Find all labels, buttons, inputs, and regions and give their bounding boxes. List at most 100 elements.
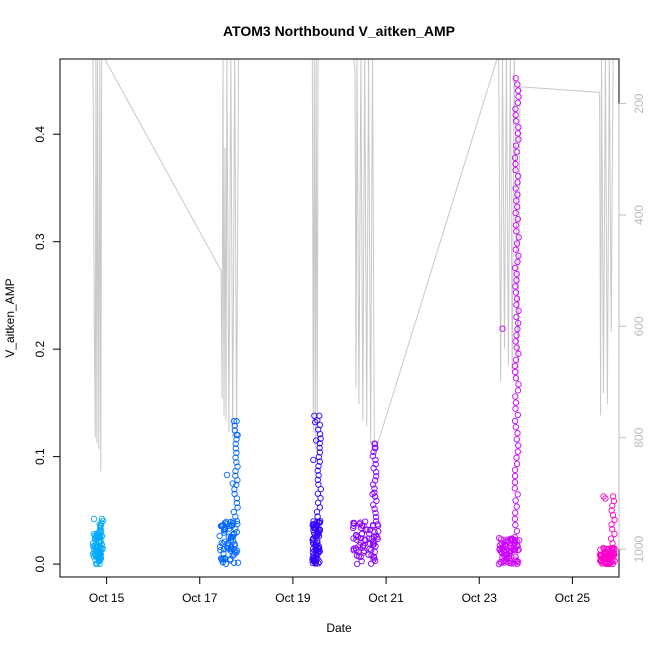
data-point [504,536,511,543]
data-point [511,466,519,474]
data-point [372,509,379,517]
data-point [358,557,365,565]
data-point [374,534,381,541]
data-point [373,473,380,480]
data-point [496,534,503,542]
y-tick-label: 0.3 [33,233,47,250]
data-point [512,118,520,125]
data-point [353,536,360,543]
data-point [515,307,522,314]
x-axis: Oct 15 Oct 17 Oct 19 Oct 21 Oct 23 Oct 25 [89,576,590,605]
data-point [315,472,322,479]
data-point [230,418,238,425]
right-tick-label: 1000 [632,535,646,562]
data-point [515,173,522,180]
data-point [514,387,522,394]
x-axis-label: Date [326,621,352,635]
data-point [98,519,105,526]
data-point [227,556,234,563]
data-point [609,553,616,560]
data-point [314,490,321,497]
data-point [364,526,371,533]
x-tick-label: Oct 19 [275,591,311,605]
data-point [96,521,103,528]
altitude-line [92,59,614,472]
data-point [313,508,321,516]
data-point [602,547,609,554]
data-point [369,491,376,498]
data-point [359,542,367,549]
data-point [512,423,519,431]
data-point [514,203,521,210]
plot-area-frame [59,58,620,578]
data-point [511,417,519,425]
data-point [510,542,518,550]
data-point [234,504,241,511]
data-point [353,560,361,568]
data-point [510,560,518,567]
data-point [222,560,230,567]
series-2 [309,412,324,567]
data-point [511,485,518,492]
data-point [511,264,519,272]
data-point [512,556,519,563]
data-point [92,560,100,568]
data-point [372,460,379,468]
data-point [309,554,317,562]
data-point [514,411,521,419]
data-point [313,437,320,444]
y-axis-left: 0.0 0.1 0.2 0.3 0.4 [33,126,61,572]
data-point [498,559,505,566]
data-point [233,458,240,466]
data-point [512,222,520,229]
data-point [514,326,521,333]
data-point [513,228,520,235]
data-point [361,536,369,543]
data-point [511,472,519,480]
data-point [312,544,320,551]
data-point [514,547,521,554]
data-point [95,554,102,561]
data-point [314,548,322,555]
data-point [514,215,521,223]
data-point [511,154,519,162]
data-point [367,560,375,567]
data-point [508,547,515,554]
data-point [216,532,223,540]
data-point [512,393,519,400]
data-point [512,166,519,174]
data-point [512,142,520,149]
data-point [499,325,506,332]
data-point [223,471,231,479]
scatter-points [89,75,618,568]
data-point [370,448,377,456]
data-point [89,550,97,557]
data-point [514,179,521,186]
data-point [230,508,237,516]
data-point [511,368,519,376]
data-point [512,338,519,345]
data-point [515,124,522,131]
series-5 [596,493,618,568]
data-point [355,548,362,556]
data-point [316,449,324,456]
right-tick-label: 400 [632,205,646,225]
data-point [512,399,520,406]
data-point [604,552,612,559]
x-tick-label: Oct 17 [182,591,218,605]
data-point [508,560,515,567]
data-point [513,148,520,155]
right-tick-label: 800 [632,427,646,447]
data-point [608,507,615,514]
data-point [220,527,228,534]
data-point [513,332,520,339]
data-point [98,515,106,523]
data-point [366,540,374,548]
data-point [609,544,617,552]
data-point [315,549,323,556]
data-point [513,270,520,278]
y-tick-label: 0.1 [33,448,47,465]
data-point [514,99,522,106]
data-point [315,481,322,488]
data-point [94,535,101,542]
